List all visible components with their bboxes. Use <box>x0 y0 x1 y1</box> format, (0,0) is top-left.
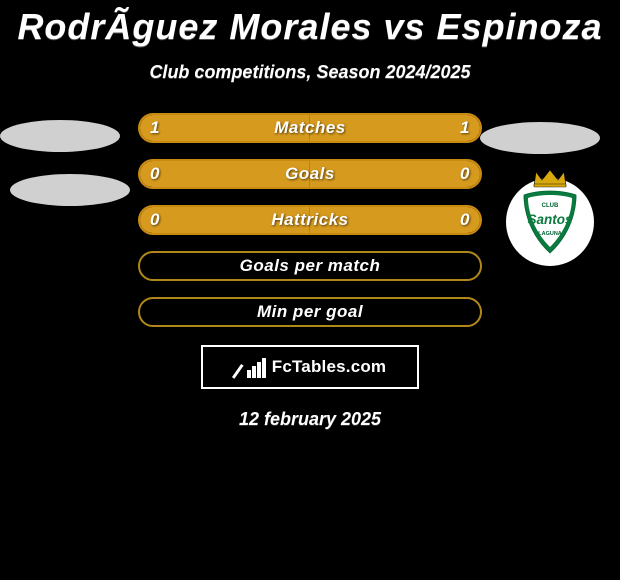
stat-label: Hattricks <box>271 210 348 230</box>
comparison-card: RodrÃ­guez Morales vs Espinoza Club comp… <box>0 0 620 580</box>
stat-label: Min per goal <box>257 302 363 322</box>
stat-label: Matches <box>274 118 346 138</box>
stat-left-value: 0 <box>150 210 160 230</box>
svg-text:CLUB: CLUB <box>542 203 559 209</box>
ellipse-placeholder-icon <box>0 120 120 152</box>
bar-chart-icon <box>234 356 266 378</box>
subtitle: Club competitions, Season 2024/2025 <box>0 62 620 83</box>
shield-icon: CLUB Santos LAGUNA <box>520 189 580 255</box>
svg-text:LAGUNA: LAGUNA <box>538 231 562 237</box>
page-title: RodrÃ­guez Morales vs Espinoza <box>0 0 620 48</box>
ellipse-placeholder-icon <box>480 122 600 154</box>
stat-row-min-per-goal: Min per goal <box>138 297 482 327</box>
stat-row-hattricks: 0 Hattricks 0 <box>138 205 482 235</box>
crown-icon <box>532 168 568 188</box>
stats-container: 1 Matches 1 0 Goals 0 0 Hattricks 0 Goal… <box>138 113 482 327</box>
left-club-logo-2 <box>10 174 130 206</box>
stat-right-value: 1 <box>460 118 470 138</box>
santos-laguna-badge-icon: CLUB Santos LAGUNA <box>506 178 594 266</box>
stat-right-value: 0 <box>460 210 470 230</box>
right-club-logo-1 <box>480 122 600 154</box>
stat-label: Goals <box>285 164 335 184</box>
branding-text: FcTables.com <box>272 357 387 377</box>
left-club-logo-1 <box>0 120 120 152</box>
right-club-logo-2: CLUB Santos LAGUNA <box>506 178 594 266</box>
stat-row-matches: 1 Matches 1 <box>138 113 482 143</box>
stat-left-value: 0 <box>150 164 160 184</box>
branding-box[interactable]: FcTables.com <box>201 345 419 389</box>
svg-text:Santos: Santos <box>527 212 573 227</box>
date-text: 12 february 2025 <box>0 409 620 430</box>
stat-left-value: 1 <box>150 118 160 138</box>
stat-row-goals-per-match: Goals per match <box>138 251 482 281</box>
ellipse-placeholder-icon <box>10 174 130 206</box>
stat-right-value: 0 <box>460 164 470 184</box>
stat-fill-right <box>310 161 480 187</box>
stat-row-goals: 0 Goals 0 <box>138 159 482 189</box>
stat-label: Goals per match <box>240 256 381 276</box>
